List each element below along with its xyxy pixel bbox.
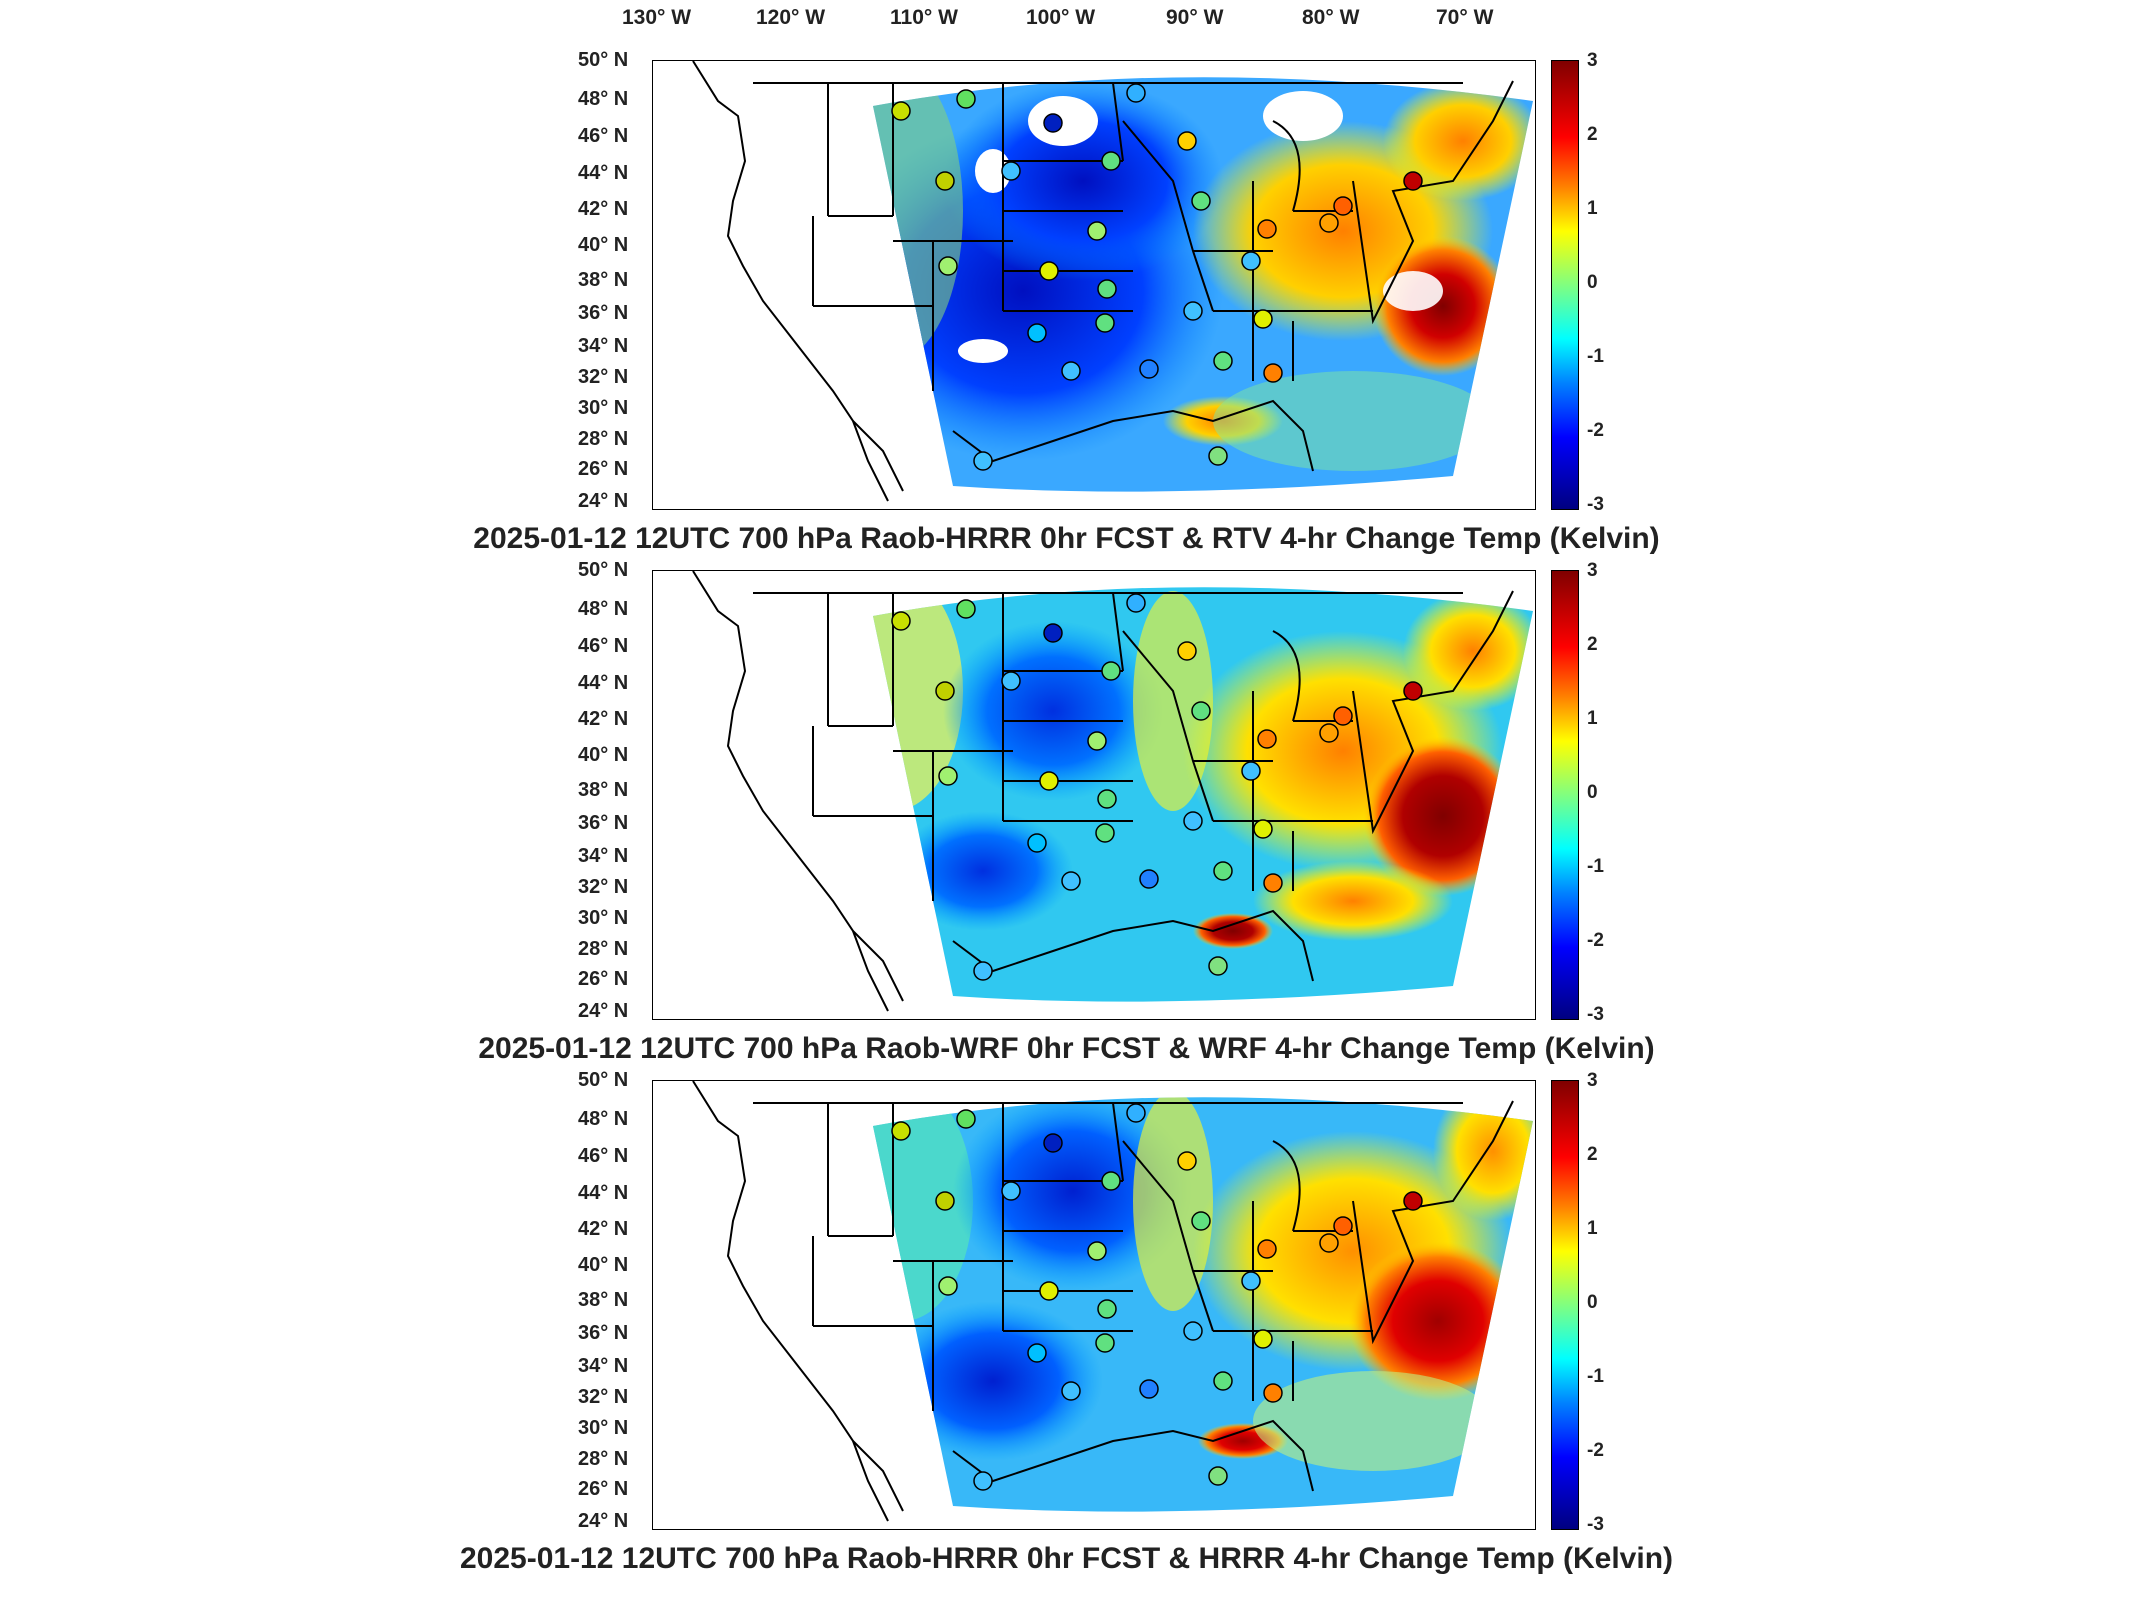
colorbar-tick-label: 2: [1587, 124, 1598, 145]
colorbar-tick-label: -3: [1587, 1514, 1604, 1535]
panel-title: 2025-01-12 12UTC 700 hPa Raob-WRF 0hr FC…: [478, 1032, 1655, 1065]
lat-tick-label: 34° N: [578, 1355, 629, 1377]
lat-tick-label: 40° N: [578, 234, 629, 256]
lat-tick-label: 34° N: [578, 845, 629, 867]
lat-tick-label: 24° N: [578, 1510, 629, 1532]
colorbar-tick-label: 1: [1587, 198, 1598, 219]
lat-tick-label: 42° N: [578, 1218, 629, 1240]
lat-tick-label: 48° N: [578, 88, 629, 110]
lat-tick-label: 28° N: [578, 428, 629, 450]
lat-tick-label: 24° N: [578, 490, 629, 512]
lat-tick-label: 38° N: [578, 269, 629, 291]
colorbar-tick-label: 1: [1587, 708, 1598, 729]
lat-tick-label: 38° N: [578, 779, 629, 801]
lon-tick-label: 80° W: [1302, 6, 1360, 29]
colorbar-tick-label: -1: [1587, 856, 1604, 877]
colorbar-tick-label: 3: [1587, 1070, 1598, 1091]
lat-tick-label: 40° N: [578, 1254, 629, 1276]
lat-tick-label: 32° N: [578, 876, 629, 898]
lat-tick-label: 44° N: [578, 1182, 629, 1204]
colorbar-tick-label: -1: [1587, 346, 1604, 367]
panel-title: 2025-01-12 12UTC 700 hPa Raob-HRRR 0hr F…: [459, 1542, 1674, 1575]
lat-tick-label: 26° N: [578, 1478, 629, 1500]
colorbar-tick-label: 0: [1587, 782, 1598, 803]
lon-tick-label: 110° W: [890, 6, 958, 29]
lat-tick-label: 32° N: [578, 1386, 629, 1408]
lon-tick-label: 130° W: [622, 6, 692, 29]
panel-title: 2025-01-12 12UTC 700 hPa Raob-HRRR 0hr F…: [473, 522, 1660, 555]
lat-tick-label: 28° N: [578, 938, 629, 960]
lon-tick-label: 100° W: [1026, 6, 1096, 29]
lat-tick-label: 42° N: [578, 198, 629, 220]
lat-tick-label: 26° N: [578, 458, 629, 480]
colorbar-tick-label: -3: [1587, 494, 1604, 515]
lat-tick-label: 38° N: [578, 1289, 629, 1311]
lat-tick-label: 34° N: [578, 335, 629, 357]
lat-tick-label: 30° N: [578, 397, 629, 419]
lat-tick-label: 36° N: [578, 812, 629, 834]
lat-tick-label: 36° N: [578, 1322, 629, 1344]
lat-tick-label: 46° N: [578, 125, 629, 147]
lon-tick-label: 90° W: [1166, 6, 1224, 29]
raob-station-markers: [891, 1103, 1423, 1491]
temperature-field-map: [692, 61, 1533, 502]
lat-tick-label: 42° N: [578, 708, 629, 730]
map-plot-area: [652, 570, 1536, 1020]
lat-tick-label: 30° N: [578, 1417, 629, 1439]
colorbar: [1551, 1080, 1579, 1530]
lat-tick-label: 24° N: [578, 1000, 629, 1022]
lat-tick-label: 30° N: [578, 907, 629, 929]
colorbar: [1551, 60, 1579, 510]
colorbar-tick-label: 2: [1587, 634, 1598, 655]
lat-tick-label: 44° N: [578, 162, 629, 184]
lat-tick-label: 50° N: [578, 49, 629, 71]
temperature-field-map: [692, 1081, 1533, 1522]
lon-tick-label: 70° W: [1436, 6, 1494, 29]
temperature-field-map: [692, 571, 1533, 1012]
colorbar-tick-label: 3: [1587, 560, 1598, 581]
colorbar-tick-label: 2: [1587, 1144, 1598, 1165]
colorbar-tick-label: -2: [1587, 420, 1604, 441]
colorbar-tick-label: -2: [1587, 930, 1604, 951]
lat-tick-label: 46° N: [578, 1145, 629, 1167]
lat-tick-label: 28° N: [578, 1448, 629, 1470]
lat-tick-label: 46° N: [578, 635, 629, 657]
lon-tick-label: 120° W: [756, 6, 826, 29]
lat-tick-label: 50° N: [578, 559, 629, 581]
colorbar: [1551, 570, 1579, 1020]
lat-tick-label: 48° N: [578, 1108, 629, 1130]
map-plot-area: [652, 60, 1536, 510]
lat-tick-label: 36° N: [578, 302, 629, 324]
colorbar-tick-label: -1: [1587, 1366, 1604, 1387]
lat-tick-label: 32° N: [578, 366, 629, 388]
lat-tick-label: 44° N: [578, 672, 629, 694]
raob-station-markers: [891, 593, 1423, 981]
colorbar-tick-label: 1: [1587, 1218, 1598, 1239]
colorbar-tick-label: 0: [1587, 272, 1598, 293]
lat-tick-label: 40° N: [578, 744, 629, 766]
colorbar-tick-label: -2: [1587, 1440, 1604, 1461]
lat-tick-label: 50° N: [578, 1069, 629, 1091]
raob-station-markers: [891, 83, 1423, 471]
map-plot-area: [652, 1080, 1536, 1530]
lat-tick-label: 26° N: [578, 968, 629, 990]
lat-tick-label: 48° N: [578, 598, 629, 620]
colorbar-tick-label: -3: [1587, 1004, 1604, 1025]
colorbar-tick-label: 0: [1587, 1292, 1598, 1313]
colorbar-tick-label: 3: [1587, 50, 1598, 71]
